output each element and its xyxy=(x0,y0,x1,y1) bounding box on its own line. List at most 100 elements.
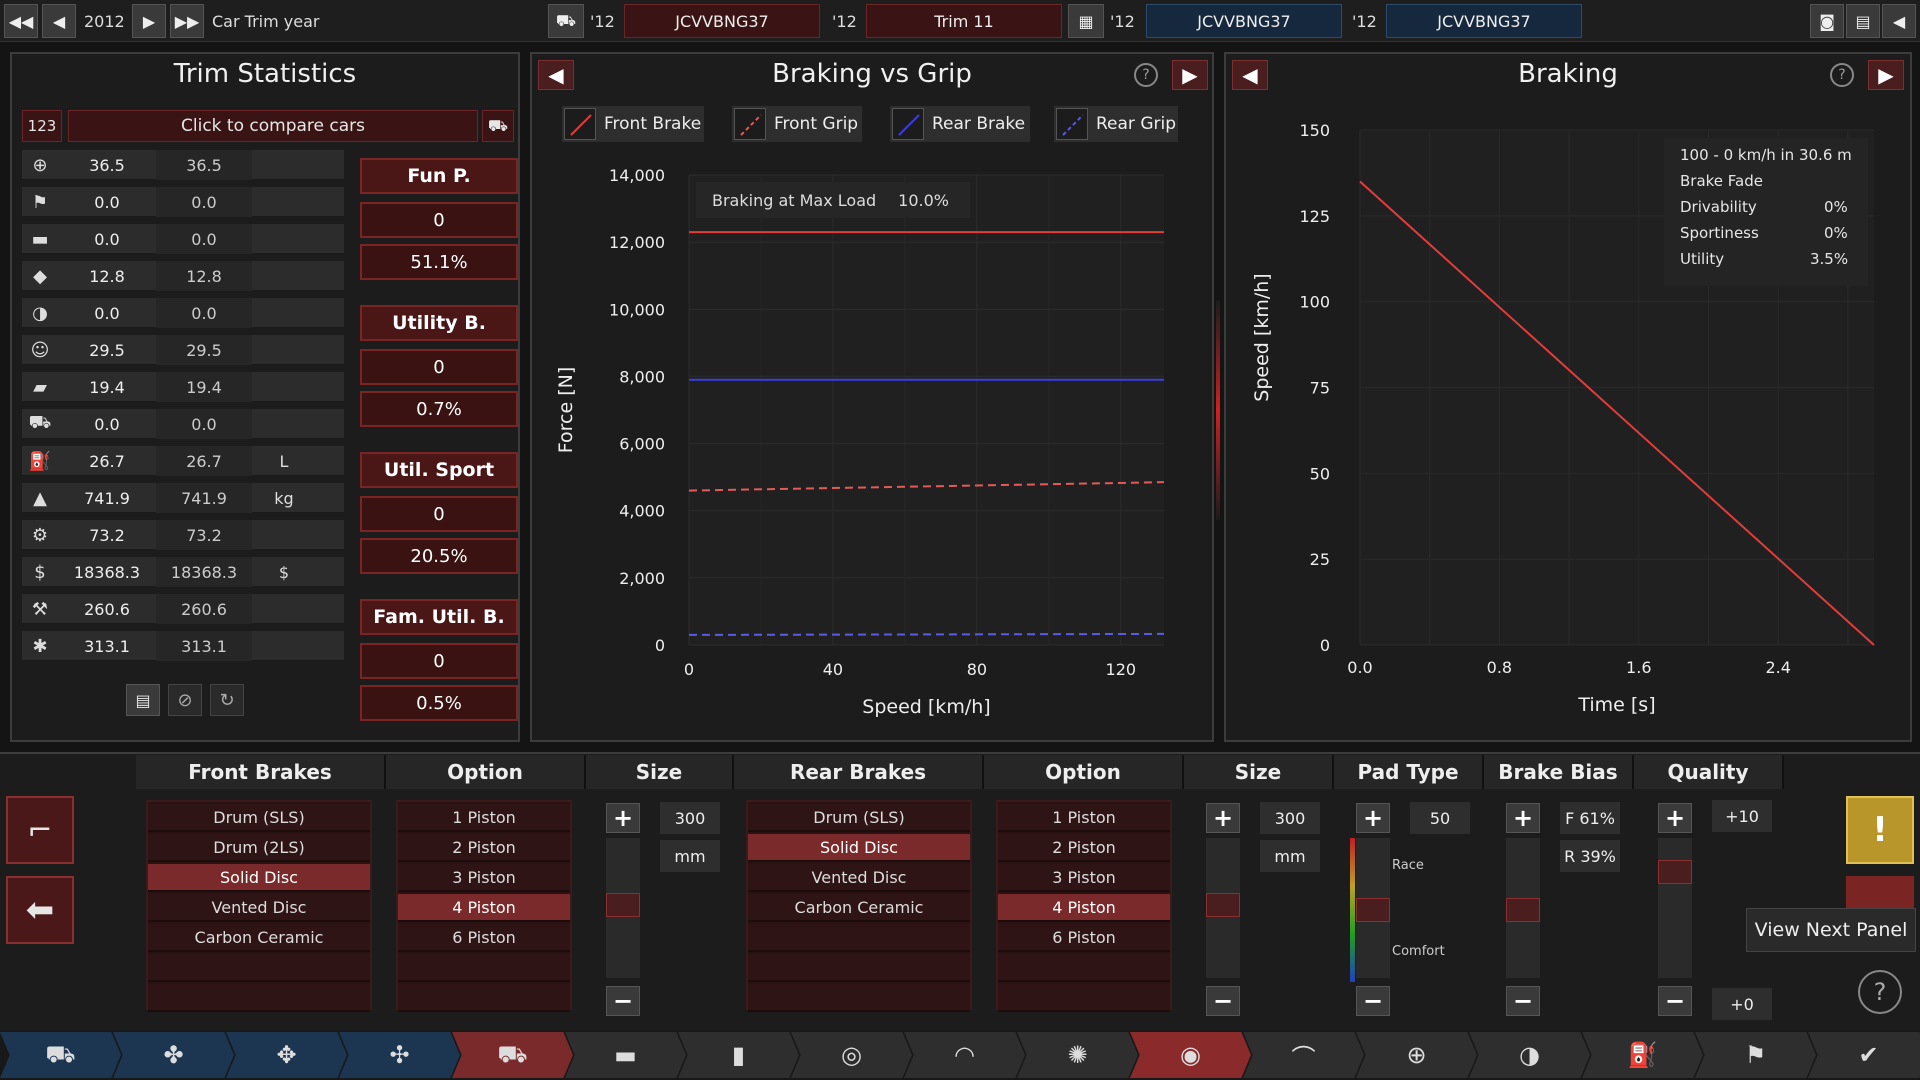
wheels-icon[interactable]: ✺ xyxy=(1017,1032,1138,1078)
front-size-minus-button[interactable]: − xyxy=(606,986,640,1016)
legend-rear-grip[interactable]: Rear Grip xyxy=(1054,106,1178,142)
legend-label: Rear Brake xyxy=(932,114,1026,134)
rear-piston-option[interactable]: 4 Piston xyxy=(998,894,1170,922)
spreadsheet-icon[interactable]: ▤ xyxy=(1846,4,1880,38)
aero-icon[interactable]: ⌒ xyxy=(1243,1032,1364,1078)
braking-info-box: 100 - 0 km/h in 30.6 m Brake Fade Drivab… xyxy=(1664,138,1868,286)
compare-id: 123 xyxy=(22,110,62,142)
help-icon[interactable]: ? xyxy=(1858,970,1902,1014)
finish-icon[interactable]: ✔ xyxy=(1808,1032,1920,1078)
year-last-icon[interactable]: ▶▶ xyxy=(170,4,204,38)
prev-chart-icon[interactable]: ◀ xyxy=(1232,60,1268,90)
front-brake-type-option[interactable]: Solid Disc xyxy=(148,864,370,892)
engine-family-icon[interactable]: ▦ xyxy=(1068,4,1104,38)
help-icon[interactable]: ? xyxy=(1134,63,1158,87)
engine-tune-icon[interactable]: ✣ xyxy=(339,1032,460,1078)
front-brake-type-option[interactable]: Drum (SLS) xyxy=(148,804,370,832)
stat-unit xyxy=(254,298,314,328)
clear-icon[interactable]: ⊘ xyxy=(168,684,202,716)
pad-slider-thumb[interactable] xyxy=(1356,898,1390,922)
bias-plus-button[interactable]: + xyxy=(1506,803,1540,833)
legend-front-grip[interactable]: Front Grip xyxy=(732,106,862,142)
chassis-icon[interactable]: ▬ xyxy=(565,1032,686,1078)
help-icon[interactable]: ? xyxy=(1830,63,1854,87)
legend-front-brake[interactable]: Front Brake xyxy=(562,106,704,142)
engine-icon[interactable]: ✥ xyxy=(226,1032,347,1078)
bias-minus-button[interactable]: − xyxy=(1506,986,1540,1016)
refresh-icon[interactable]: ↻ xyxy=(210,684,244,716)
front-piston-option[interactable]: 3 Piston xyxy=(398,864,570,892)
legend-label: Front Brake xyxy=(604,114,702,134)
rear-brake-type-option[interactable]: Solid Disc xyxy=(748,834,970,862)
notes-icon[interactable]: ▤ xyxy=(126,684,160,716)
prev-chart-icon[interactable]: ◀ xyxy=(538,60,574,90)
bias-slider-thumb[interactable] xyxy=(1506,898,1540,922)
tyres-icon[interactable]: ◠ xyxy=(904,1032,1025,1078)
rear-piston-option[interactable]: 2 Piston xyxy=(998,834,1170,862)
rear-size-slider-thumb[interactable] xyxy=(1206,893,1240,917)
front-piston-option[interactable]: 6 Piston xyxy=(398,924,570,952)
score-percent: 0.7% xyxy=(360,391,518,427)
drivetrain-icon[interactable]: ◎ xyxy=(791,1032,912,1078)
front-piston-option[interactable]: 1 Piston xyxy=(398,804,570,832)
front-brake-type-option[interactable]: Drum (2LS) xyxy=(148,834,370,862)
slot-4-name[interactable]: JCVVBNG37 xyxy=(1386,4,1582,38)
test-track-icon[interactable]: ⚑ xyxy=(1695,1032,1816,1078)
quality-slider[interactable] xyxy=(1658,838,1692,978)
year-first-icon[interactable]: ◀◀ xyxy=(4,4,38,38)
stat-compare-value: 18368.3 xyxy=(156,557,252,587)
stat-value: 0.0 xyxy=(94,414,120,434)
pad-plus-button[interactable]: + xyxy=(1356,803,1390,833)
pad-minus-button[interactable]: − xyxy=(1356,986,1390,1016)
brakes-icon[interactable]: ◉ xyxy=(1130,1032,1251,1078)
front-piston-option[interactable]: 2 Piston xyxy=(398,834,570,862)
car-body-icon[interactable]: ⛟ xyxy=(0,1032,121,1078)
next-chart-icon[interactable]: ▶ xyxy=(1868,60,1904,90)
rear-piston-option[interactable]: 1 Piston xyxy=(998,804,1170,832)
front-brake-type-option[interactable]: Carbon Ceramic xyxy=(148,924,370,952)
year-prev-icon[interactable]: ◀ xyxy=(42,4,76,38)
stat-compare-value: 260.6 xyxy=(156,594,252,624)
next-panel-button[interactable] xyxy=(1846,876,1914,912)
fuel-icon[interactable]: ⛽ xyxy=(1582,1032,1703,1078)
quality-slider-thumb[interactable] xyxy=(1658,860,1692,884)
graph-toggle-icon[interactable]: ⌐ xyxy=(6,796,74,864)
slot-2-name[interactable]: Trim 11 xyxy=(866,4,1062,38)
compare-cars-button[interactable]: Click to compare cars xyxy=(68,110,478,142)
front-size-slider-thumb[interactable] xyxy=(606,893,640,917)
rear-size-plus-button[interactable]: + xyxy=(1206,803,1240,833)
interior-icon[interactable]: ⊕ xyxy=(1356,1032,1477,1078)
slot-3-name[interactable]: JCVVBNG37 xyxy=(1146,4,1342,38)
warning-icon[interactable]: ! xyxy=(1846,796,1914,864)
front-piston-option[interactable]: 4 Piston xyxy=(398,894,570,922)
camera-icon[interactable]: ◙ xyxy=(1810,4,1844,38)
legend-rear-brake[interactable]: Rear Brake xyxy=(890,106,1030,142)
score-percent: 0.5% xyxy=(360,685,518,721)
year-next-icon[interactable]: ▶ xyxy=(132,4,166,38)
front-brake-type-option[interactable]: Vented Disc xyxy=(148,894,370,922)
quality-header: Quality xyxy=(1634,755,1784,789)
rear-piston-option[interactable]: 6 Piston xyxy=(998,924,1170,952)
suspension-icon[interactable]: ▮ xyxy=(678,1032,799,1078)
rear-piston-option[interactable]: 3 Piston xyxy=(998,864,1170,892)
compare-car-icon[interactable]: ⛟ xyxy=(482,110,514,142)
rear-brake-type-option[interactable]: Drum (SLS) xyxy=(748,804,970,832)
rear-brake-type-list: Drum (SLS) Solid Disc Vented Disc Carbon Ce… xyxy=(746,800,972,1012)
front-size-unit: mm xyxy=(660,840,720,872)
quality-plus-button[interactable]: + xyxy=(1658,803,1692,833)
rear-brake-type-option[interactable]: Vented Disc xyxy=(748,864,970,892)
quality-minus-button[interactable]: − xyxy=(1658,986,1692,1016)
stat-unit xyxy=(254,261,314,291)
braking-vs-grip-chart: 14,000 12,000 10,000 8,000 6,000 4,000 2,000 00… xyxy=(555,166,1165,718)
engine-design-icon[interactable]: ✤ xyxy=(113,1032,234,1078)
slot-1-name[interactable]: JCVVBNG37 xyxy=(624,4,820,38)
front-size-plus-button[interactable]: + xyxy=(606,803,640,833)
rear-brake-type-option[interactable]: Carbon Ceramic xyxy=(748,894,970,922)
rear-size-minus-button[interactable]: − xyxy=(1206,986,1240,1016)
car-trim-icon[interactable]: ⛟ xyxy=(452,1032,573,1078)
back-arrow-icon[interactable]: ⬅ xyxy=(6,876,74,944)
car-model-icon[interactable]: ⛟ xyxy=(548,4,584,38)
back-icon[interactable]: ◀ xyxy=(1882,4,1916,38)
safety-icon[interactable]: ◑ xyxy=(1469,1032,1590,1078)
next-chart-icon[interactable]: ▶ xyxy=(1172,60,1208,90)
